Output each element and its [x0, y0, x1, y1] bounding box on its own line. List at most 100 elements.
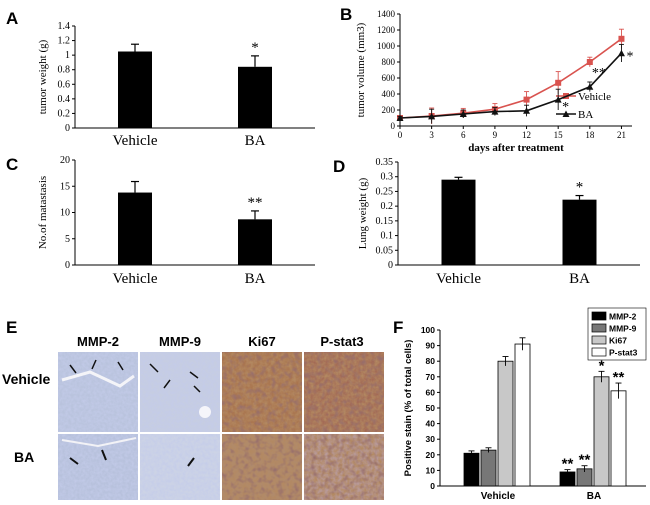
x-tick-label: 3	[429, 130, 434, 140]
significance-label: **	[613, 369, 625, 386]
micrograph-ba-ki67	[222, 434, 302, 500]
point-ba	[523, 107, 531, 114]
micrograph-vehicle-ki67	[222, 352, 302, 432]
legend-label-p-stat3: P-stat3	[609, 348, 638, 358]
panel-label-c: C	[6, 155, 18, 174]
legend-label-mmp-2: MMP-2	[609, 312, 637, 322]
y-tick-label: 0.15	[376, 216, 394, 227]
legend-swatch-mmp-9	[591, 323, 607, 333]
y-tick-label: 0	[388, 260, 393, 271]
point-ba	[459, 110, 467, 117]
y-tick-label: 0.05	[376, 245, 394, 256]
y-tick-label: 40	[426, 419, 436, 429]
x-tick-label: 15	[554, 130, 564, 140]
y-axis-label: Lung weight (g)	[357, 177, 369, 249]
y-tick-label: 5	[65, 234, 70, 245]
y-tick-label: 0.8	[58, 65, 71, 76]
bar-ki67-vehicle	[497, 360, 514, 487]
chart-d: 0 0.05 0.1 0.15 0.2 0.25 0.3 0.35 Vehicle BA * Lung…	[357, 157, 640, 287]
significance-label: **	[579, 452, 591, 469]
micrograph-ba-mmp9	[140, 434, 220, 500]
y-tick-label: 0	[391, 121, 396, 131]
point-ba	[396, 114, 404, 121]
y-tick-label: 600	[382, 73, 396, 83]
chart-f: 0 10 20 30 40 50 60 70 80 90 100 Positive stain (% …	[403, 307, 647, 502]
bar-ba	[238, 219, 272, 265]
y-tick-label: 70	[426, 372, 436, 382]
y-tick-label: 80	[426, 356, 436, 366]
y-tick-label: 0.6	[58, 79, 71, 90]
y-tick-label: 1.2	[58, 36, 71, 47]
bar-p-stat3-vehicle	[514, 343, 531, 487]
bar-ba	[562, 199, 597, 265]
y-tick-label: 10	[426, 465, 436, 475]
y-tick-label: 0.1	[381, 231, 394, 242]
x-tick-label: Vehicle	[113, 271, 158, 287]
x-tick-label: BA	[587, 491, 601, 502]
y-axis-label: tumor volume (mm3)	[355, 22, 367, 117]
y-axis-label: No.of matastasis	[37, 176, 49, 249]
legend-label-ba: BA	[578, 109, 593, 121]
panel-label-b: B	[340, 5, 352, 24]
point-ba	[617, 49, 625, 57]
panel-label-f: F	[393, 318, 403, 337]
y-tick-label: 800	[382, 57, 396, 67]
histology-grid: MMP-2 MMP-9 Ki67 P-stat3 Vehicle BA	[2, 334, 384, 500]
y-tick-label: 400	[382, 89, 396, 99]
histology-column-pstat3: P-stat3	[320, 334, 363, 349]
x-tick-label: BA	[245, 271, 266, 287]
y-tick-label: 1200	[377, 25, 396, 35]
legend-swatch-mmp-2	[591, 311, 607, 321]
point-ba	[428, 112, 436, 120]
histology-column-ki67: Ki67	[248, 334, 275, 349]
x-tick-label: 6	[461, 130, 466, 140]
legend-swatch-p-stat3	[591, 347, 607, 357]
chart-a: 0 0.2 0.4 0.6 0.8 1 1.2 1.4 Vehicle BA * tumor weig…	[37, 21, 315, 149]
significance-label: **	[592, 66, 606, 81]
y-tick-label: 0	[430, 481, 435, 491]
y-tick-label: 0	[65, 260, 70, 271]
histology-row-vehicle: Vehicle	[2, 371, 50, 387]
y-tick-label: 0.25	[376, 186, 394, 197]
y-tick-label: 1000	[377, 41, 396, 51]
y-tick-label: 0.4	[58, 94, 71, 105]
point-vehicle	[618, 35, 625, 42]
legend-label-mmp-9: MMP-9	[609, 324, 637, 334]
y-axis-label: Positive stain (% of total cells)	[403, 340, 414, 477]
y-tick-label: 1400	[377, 9, 396, 19]
series-line-vehicle	[399, 38, 622, 119]
point-vehicle	[523, 96, 530, 103]
bar-vehicle	[441, 179, 476, 265]
bar-ba	[238, 66, 272, 128]
significance-label: *	[251, 40, 259, 56]
y-tick-label: 1	[65, 50, 70, 61]
chart-c: 0 5 10 15 20 Vehicle BA ** No.of matastasis	[37, 155, 315, 287]
y-tick-label: 30	[426, 434, 436, 444]
significance-label: **	[248, 195, 263, 211]
point-ba	[554, 96, 562, 103]
panel-label-d: D	[333, 157, 345, 176]
bar-mmp-9-vehicle	[480, 449, 497, 487]
bar-ki67-ba	[593, 376, 610, 487]
y-tick-label: 100	[421, 325, 435, 335]
micrograph-vehicle-pstat3	[304, 352, 384, 432]
micrograph-vehicle-mmp2	[58, 352, 138, 432]
significance-label: *	[599, 357, 605, 374]
y-tick-label: 0.2	[381, 201, 394, 212]
significance-label: *	[576, 180, 584, 196]
micrograph-vehicle-mmp9	[140, 352, 220, 432]
histology-column-mmp2: MMP-2	[77, 334, 119, 349]
x-tick-label: Vehicle	[113, 133, 158, 149]
x-tick-label: 21	[617, 130, 626, 140]
point-ba	[491, 108, 499, 115]
bar-vehicle	[118, 192, 152, 265]
x-tick-label: Vehicle	[481, 491, 516, 502]
y-tick-label: 0.3	[381, 172, 394, 183]
x-tick-label: 0	[398, 130, 403, 140]
panel-label-a: A	[6, 9, 18, 28]
bar-vehicle	[118, 51, 152, 128]
x-tick-label: BA	[245, 133, 266, 149]
micrograph-ba-pstat3	[304, 434, 384, 500]
y-tick-label: 90	[426, 341, 436, 351]
